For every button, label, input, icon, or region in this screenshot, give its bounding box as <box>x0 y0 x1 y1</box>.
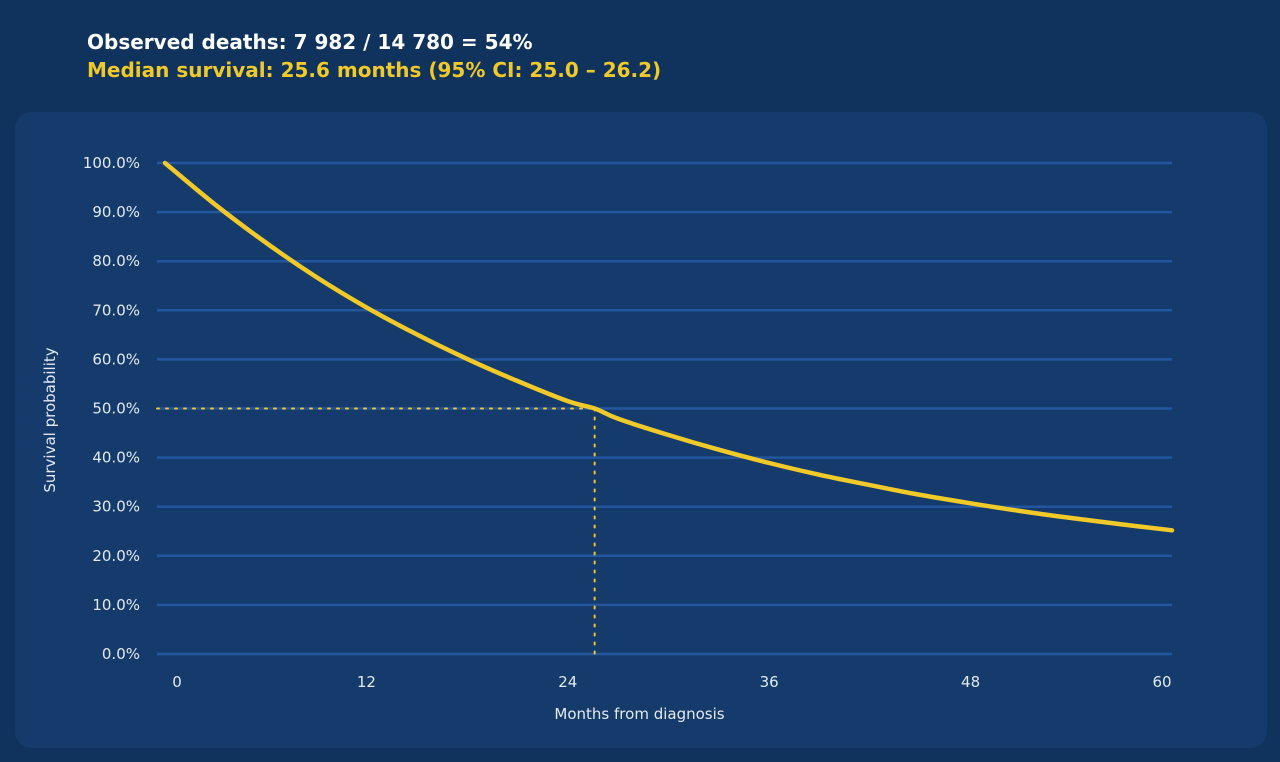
observed-deaths-label: Observed deaths: 7 982 / 14 780 = 54% <box>87 30 533 54</box>
y-tick-label: 10.0% <box>92 596 140 614</box>
y-tick-label: 90.0% <box>92 203 140 221</box>
x-tick-label: 24 <box>558 673 577 691</box>
x-axis-ticks: 0 12 24 36 48 60 <box>172 673 1171 691</box>
y-tick-label: 60.0% <box>92 350 140 368</box>
x-tick-label: 36 <box>760 673 779 691</box>
x-tick-label: 60 <box>1152 673 1171 691</box>
y-tick-label: 40.0% <box>92 449 140 467</box>
y-tick-label: 0.0% <box>102 645 140 663</box>
median-reference-lines <box>156 407 596 655</box>
survival-curve-line <box>162 160 1175 533</box>
median-survival-label: Median survival: 25.6 months (95% CI: 25… <box>87 58 662 82</box>
y-tick-label: 30.0% <box>92 498 140 516</box>
x-axis-title: Months from diagnosis <box>554 705 724 723</box>
chart-panel <box>15 112 1267 748</box>
chart-header: Observed deaths: 7 982 / 14 780 = 54% Me… <box>87 28 661 84</box>
y-tick-label: 50.0% <box>92 400 140 418</box>
survival-curve-group <box>162 160 1175 533</box>
x-tick-label: 0 <box>172 673 182 691</box>
y-tick-label: 70.0% <box>92 301 140 319</box>
y-axis-title: Survival probability <box>41 347 59 492</box>
x-tick-label: 48 <box>961 673 980 691</box>
y-tick-label: 100.0% <box>83 154 140 172</box>
y-axis-ticks: 0.0% 10.0% 20.0% 30.0% 40.0% 50.0% 60.0% 70.0% 8… <box>83 154 140 663</box>
y-tick-label: 80.0% <box>92 252 140 270</box>
x-tick-label: 12 <box>357 673 376 691</box>
y-tick-label: 20.0% <box>92 547 140 565</box>
